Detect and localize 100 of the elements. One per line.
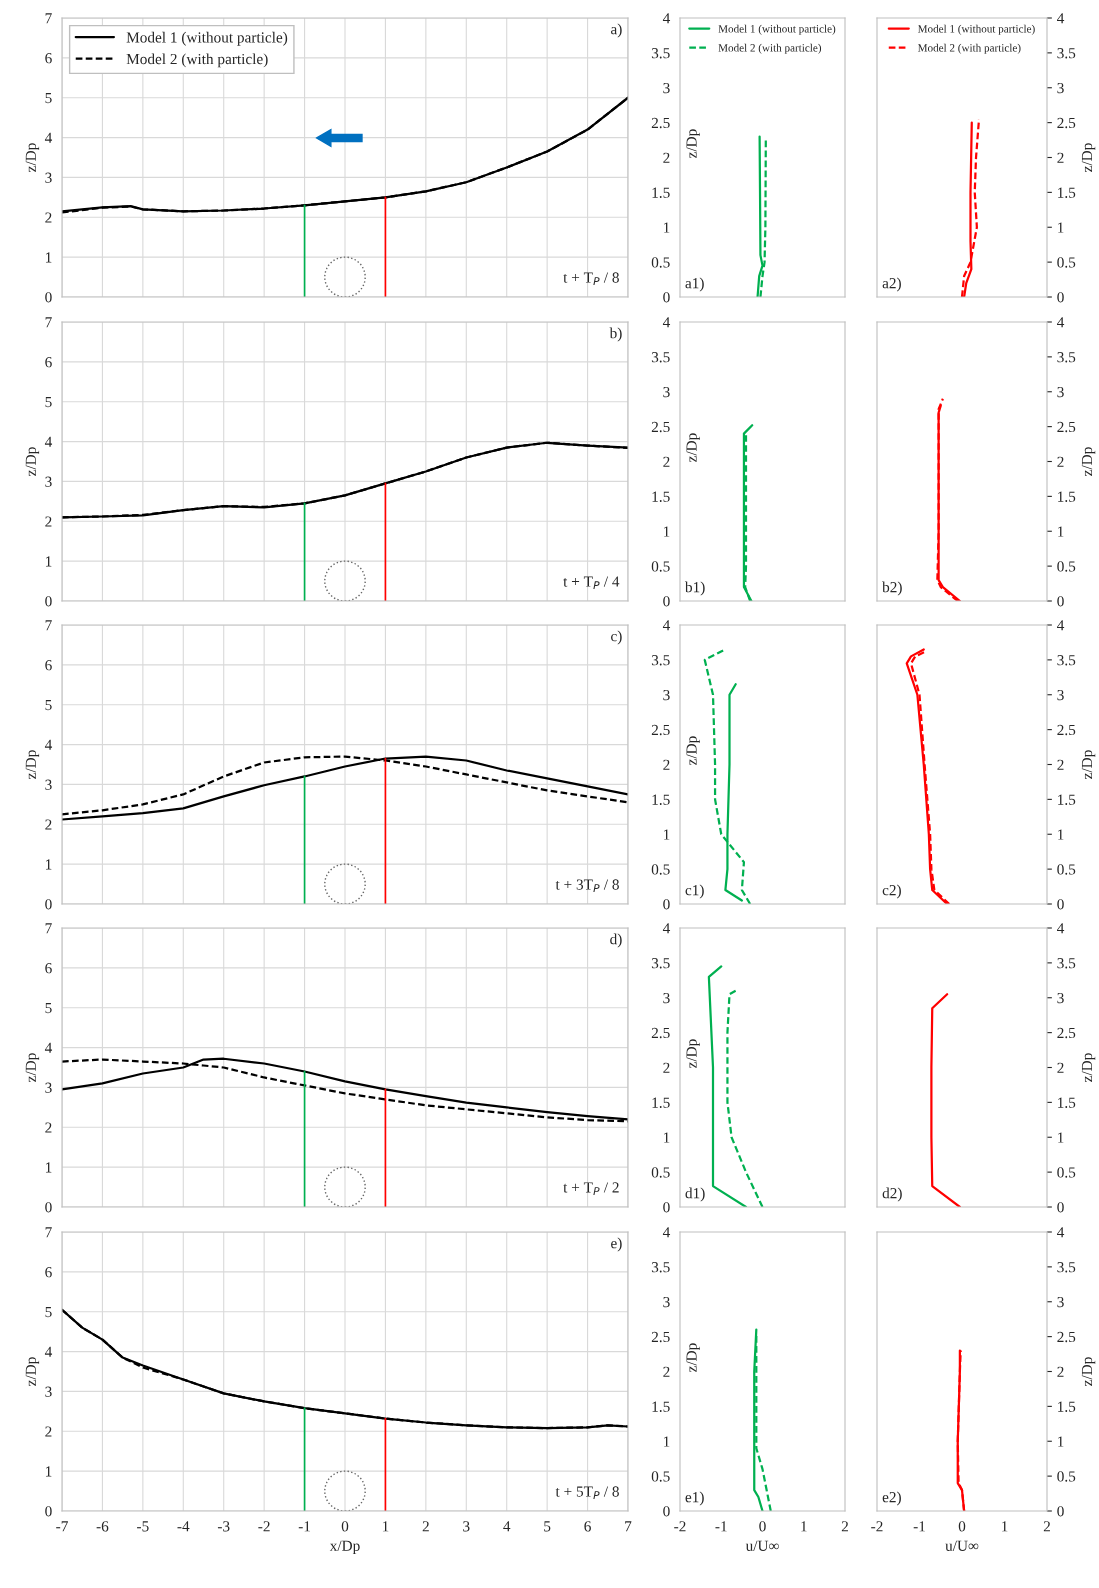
- x-tick-label: 2: [422, 1521, 429, 1532]
- y-tick-label: 4: [1057, 620, 1065, 631]
- x-tick-label: -6: [96, 1521, 109, 1532]
- x-tick-label: 0: [958, 1521, 966, 1532]
- y-tick-label: 1: [663, 526, 670, 537]
- y-tick-label: 1.5: [652, 1401, 670, 1412]
- y-tick-label: 0: [1057, 292, 1064, 303]
- y-axis-title: z/Dp: [1081, 1053, 1096, 1082]
- x-tick-label: -7: [56, 1521, 68, 1532]
- y-tick-label: 7: [45, 923, 52, 934]
- y-tick-label: 2.5: [1057, 724, 1076, 736]
- y-tick-label: 3.5: [651, 655, 670, 666]
- x-tick-label: -1: [715, 1521, 727, 1532]
- x-tick-label: 0: [759, 1521, 766, 1532]
- y-tick-label: 2: [663, 456, 670, 467]
- y-tick-label: 1.5: [1058, 794, 1076, 805]
- y-tick-label: 7: [45, 13, 52, 24]
- y-tick-label: 0: [663, 292, 670, 303]
- y-tick-label: 4: [662, 620, 671, 631]
- y-tick-label: 2.5: [1057, 421, 1076, 433]
- y-tick-label: 0: [663, 899, 670, 910]
- y-tick-label: 3: [663, 82, 670, 94]
- x-tick-label: 1: [382, 1521, 389, 1532]
- y-axis-title: z/Dp: [686, 1039, 700, 1068]
- line-series: [707, 965, 748, 1207]
- annotation: t + 5T$_{P}$ / 8: [555, 1486, 619, 1500]
- y-tick-label: 0: [45, 1202, 52, 1213]
- y-tick-label: 0: [1057, 899, 1064, 910]
- y-tick-label: 7: [45, 317, 52, 328]
- y-tick-label: 6: [45, 357, 52, 368]
- y-tick-label: 2.5: [1057, 1027, 1076, 1039]
- annotation: d): [610, 933, 622, 948]
- x-tick-label: 0: [341, 1521, 349, 1532]
- y-tick-label: 1.5: [652, 491, 670, 502]
- y-axis-title: z/Dp: [686, 433, 700, 462]
- y-tick-label: 2.5: [1057, 117, 1076, 129]
- y-tick-label: 4: [44, 1042, 53, 1053]
- y-axis-title: z/Dp: [686, 129, 700, 158]
- y-axis-title: z/Dp: [25, 143, 40, 172]
- y-axis-title: z/Dp: [686, 1343, 700, 1372]
- y-tick-label: 3: [1057, 689, 1064, 701]
- y-tick-label: 1: [663, 1436, 670, 1447]
- x-tick-label: 6: [584, 1521, 591, 1532]
- y-tick-label: 5: [45, 700, 52, 711]
- y-tick-label: 2: [1057, 759, 1064, 770]
- y-tick-label: 1: [45, 252, 52, 263]
- y-tick-label: 5: [45, 1003, 52, 1014]
- x-tick-label: -1: [298, 1521, 311, 1532]
- annotation: b2): [882, 581, 902, 596]
- y-tick-label: 6: [45, 660, 52, 671]
- y-tick-label: 4: [1057, 13, 1065, 24]
- annotation: e2): [882, 1491, 901, 1506]
- y-tick-label: 0.5: [1057, 864, 1076, 875]
- legend-label: Model 1 (without particle): [917, 24, 1035, 35]
- y-tick-label: 3: [45, 172, 52, 183]
- y-tick-label: 2.5: [651, 724, 670, 736]
- annotation: a): [611, 23, 622, 38]
- y-tick-label: 5: [45, 397, 52, 408]
- y-tick-label: 4: [44, 1346, 53, 1357]
- y-tick-label: 0: [45, 596, 52, 607]
- annotation: b1): [684, 581, 705, 596]
- y-tick-label: 0: [663, 1202, 670, 1213]
- y-tick-label: 1.5: [652, 1097, 670, 1108]
- y-axis-title: z/Dp: [1081, 447, 1096, 476]
- y-tick-label: 5: [45, 93, 52, 104]
- y-tick-label: 0.5: [651, 1471, 670, 1482]
- y-tick-label: 2.5: [1057, 1331, 1076, 1343]
- y-axis-title: z/Dp: [25, 750, 40, 779]
- y-tick-label: 1: [1058, 1132, 1064, 1143]
- x-tick-label: 3: [463, 1521, 470, 1532]
- y-tick-label: 4: [44, 436, 53, 447]
- y-tick-label: 3.5: [1057, 48, 1076, 59]
- annotation: t + T$_{P}$ / 2: [563, 1182, 619, 1195]
- y-tick-label: 3: [1057, 386, 1064, 398]
- y-axis-title: z/Dp: [1081, 143, 1096, 172]
- annotation: e1): [685, 1491, 704, 1506]
- y-tick-label: 1: [1058, 222, 1064, 233]
- y-tick-label: 0.5: [1057, 257, 1076, 268]
- y-tick-label: 1.5: [1058, 1097, 1076, 1108]
- y-tick-label: 4: [1057, 317, 1065, 328]
- y-tick-label: 1: [1058, 526, 1064, 537]
- legend-label: Model 1 (without particle): [126, 31, 288, 46]
- x-tick-label: -2: [258, 1521, 270, 1532]
- x-tick-label: 5: [544, 1521, 551, 1532]
- y-axis-title: z/Dp: [25, 447, 40, 476]
- y-tick-label: 0: [45, 1506, 52, 1517]
- y-tick-label: 1.5: [1058, 187, 1076, 198]
- y-tick-label: 0.5: [651, 864, 670, 875]
- annotation: c2): [882, 884, 901, 899]
- annotation: c1): [685, 884, 704, 899]
- x-tick-label: 4: [503, 1521, 511, 1532]
- annotation: b): [609, 327, 622, 342]
- y-tick-label: 6: [45, 1267, 52, 1278]
- x-tick-label: -2: [674, 1521, 686, 1532]
- annotation: d1): [685, 1187, 705, 1202]
- y-tick-label: 3: [663, 386, 670, 398]
- y-tick-label: 0: [1057, 596, 1064, 607]
- y-tick-label: 3.5: [1057, 352, 1076, 363]
- y-axis-title: z/Dp: [686, 736, 700, 765]
- x-tick-label: 1: [1002, 1521, 1008, 1532]
